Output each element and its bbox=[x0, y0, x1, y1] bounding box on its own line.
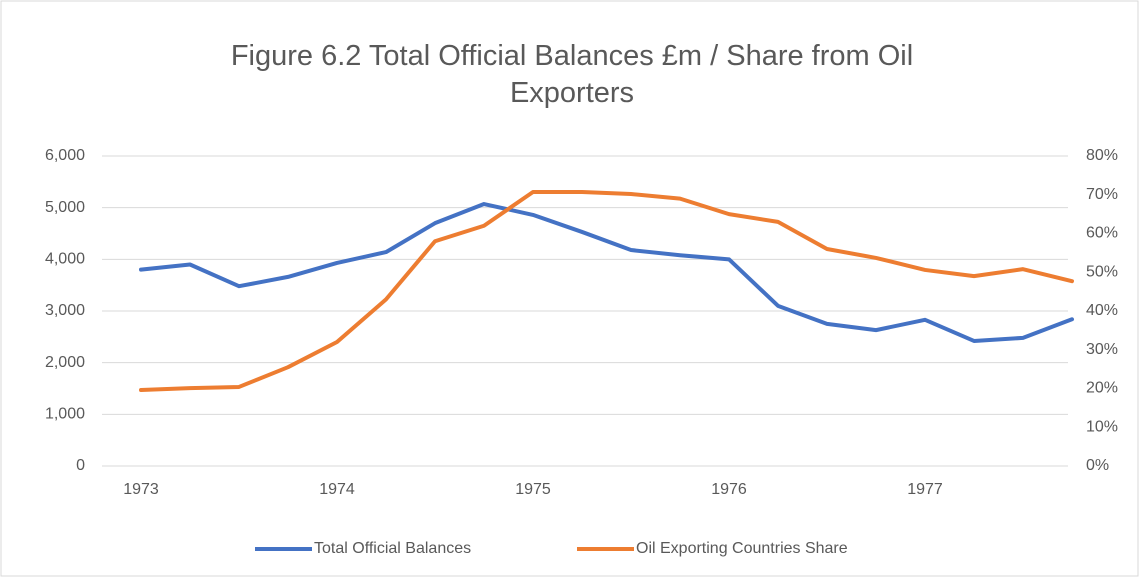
series-line bbox=[139, 190, 1074, 393]
y2-tick-label: 70% bbox=[1086, 186, 1118, 203]
y2-tick-label: 30% bbox=[1086, 341, 1118, 358]
x-tick-label: 1974 bbox=[319, 481, 355, 498]
y-tick-label: 1,000 bbox=[45, 406, 85, 423]
x-tick-label: 1977 bbox=[907, 481, 943, 498]
y2-tick-label: 80% bbox=[1086, 147, 1118, 164]
legend-label: Total Official Balances bbox=[314, 540, 471, 557]
y-tick-label: 0 bbox=[76, 457, 85, 474]
chart-title: Figure 6.2 Total Official Balances £m / … bbox=[230, 40, 914, 109]
x-tick-label: 1975 bbox=[515, 481, 551, 498]
y2-tick-label: 60% bbox=[1086, 225, 1118, 242]
series-line bbox=[139, 202, 1074, 343]
y2-tick-label: 0% bbox=[1086, 457, 1109, 474]
y-tick-label: 6,000 bbox=[45, 147, 85, 164]
y2-tick-label: 10% bbox=[1086, 418, 1118, 435]
y-tick-label: 2,000 bbox=[45, 354, 85, 371]
y-tick-label: 4,000 bbox=[45, 251, 85, 268]
y-tick-label: 5,000 bbox=[45, 199, 85, 216]
y-tick-label: 3,000 bbox=[45, 302, 85, 319]
y2-tick-label: 20% bbox=[1086, 380, 1118, 397]
x-tick-label: 1973 bbox=[123, 481, 159, 498]
x-tick-label: 1976 bbox=[711, 481, 747, 498]
y2-tick-label: 50% bbox=[1086, 263, 1118, 280]
y2-tick-label: 40% bbox=[1086, 302, 1118, 319]
legend-label: Oil Exporting Countries Share bbox=[636, 540, 848, 557]
